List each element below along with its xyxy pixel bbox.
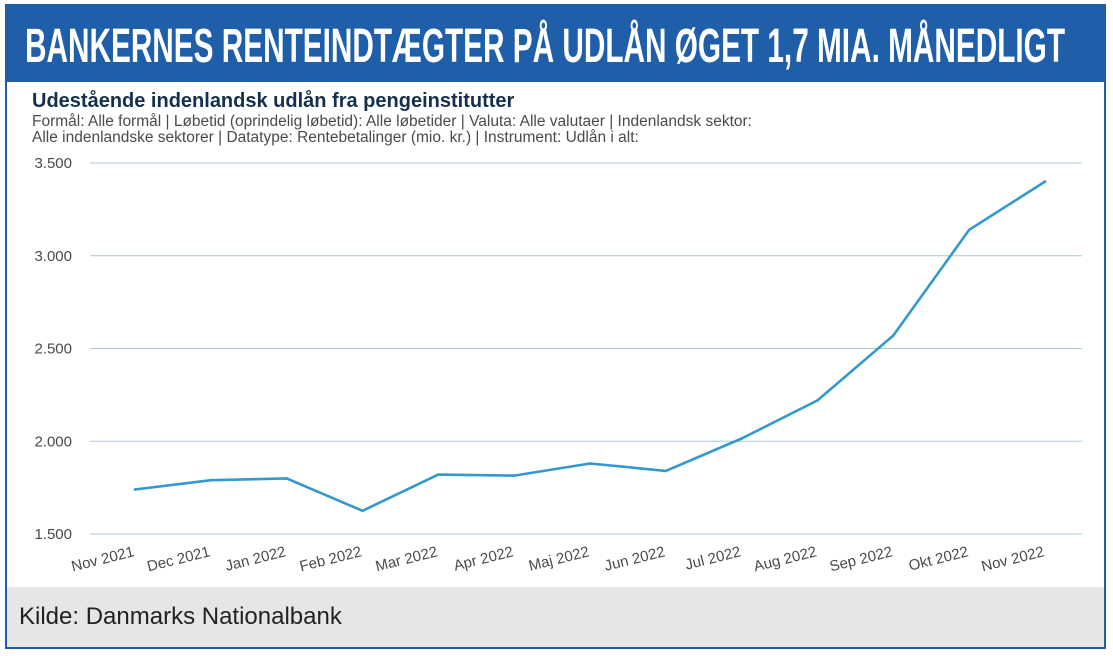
data-point [1043,180,1047,183]
data-point [740,437,743,440]
x-tick-label: Maj 2022 [527,543,591,574]
x-tick-label: Apr 2022 [452,543,515,574]
y-axis-ticks: 1.500 2.000 2.500 3.000 3.500 [34,155,72,543]
y-tick-label: 3.500 [34,155,72,172]
y-tick-label: 3.000 [34,248,72,265]
x-tick-label: Nov 2021 [70,543,136,575]
series-line [133,180,1047,513]
x-tick-label: Sep 2022 [828,543,894,575]
x-tick-label: Okt 2022 [907,543,970,574]
source-footer: Kilde: Danmarks Nationalbank [7,587,1104,647]
line-chart: 1.500 2.000 2.500 3.000 3.500 Nov 2021 Dec 20… [34,155,1082,575]
chart-title: Udestående indenlandsk udlån fra pengein… [32,90,515,112]
series-layer [133,180,1047,513]
chart-subtitle-line-1: Formål: Alle formål | Løbetid (oprindeli… [32,113,752,130]
y-tick-label: 2.000 [34,433,72,450]
x-tick-label: Mar 2022 [374,543,440,575]
data-point [512,474,516,477]
x-tick-label: Dec 2021 [145,543,211,575]
x-tick-label: Nov 2022 [980,543,1046,575]
source-text: Kilde: Danmarks Nationalbank [19,603,342,630]
data-point [361,509,364,513]
x-tick-label: Feb 2022 [298,543,364,575]
headline-title: BANKERNES RENTEINDTÆGTER PÅ UDLÅN ØGET 1… [25,19,1065,70]
y-tick-label: 2.500 [34,341,72,358]
headline-banner: BANKERNES RENTEINDTÆGTER PÅ UDLÅN ØGET 1… [7,6,1104,82]
data-point [664,469,668,473]
x-tick-label: Jun 2022 [603,543,667,574]
x-tick-label: Aug 2022 [752,543,818,575]
gridlines [90,162,1082,535]
infographic-frame: BANKERNES RENTEINDTÆGTER PÅ UDLÅN ØGET 1… [5,4,1106,649]
x-tick-label: Jan 2022 [224,543,288,574]
data-point [133,488,137,491]
data-point [892,334,895,337]
data-point [967,228,971,232]
chart-subtitle-line-2: Alle indenlandske sektorer | Datatype: R… [32,129,639,146]
data-point [285,477,288,480]
data-point [209,478,213,482]
data-point [588,462,592,465]
data-point [816,399,819,402]
data-point [437,473,440,476]
svg-text:BANKERNES RENTEINDTÆGTER PÅ UD: BANKERNES RENTEINDTÆGTER PÅ UDLÅN ØGET 1… [25,19,1065,70]
x-tick-label: Jul 2022 [683,543,742,573]
y-tick-label: 1.500 [34,526,72,543]
x-axis-ticks: Nov 2021 Dec 2021 Jan 2022 Feb 2022 Mar 2022… [70,543,1046,575]
chart-area: 1.500 2.000 2.500 3.000 3.500 Nov 2021 Dec 20… [7,82,1104,587]
